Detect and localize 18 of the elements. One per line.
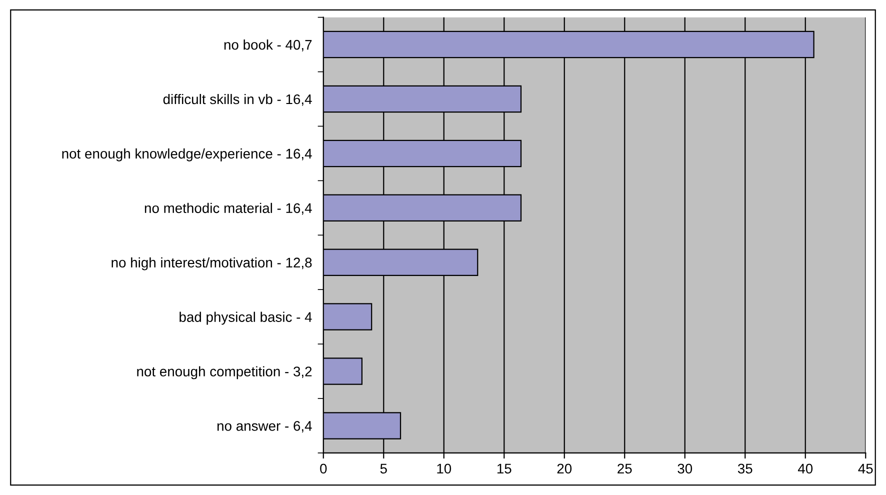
x-tick-label: 0	[320, 464, 327, 474]
x-tick-label: 15	[497, 464, 512, 474]
x-tick-label: 5	[380, 464, 387, 474]
y-tick-label: not enough knowledge/experience - 16,4	[62, 148, 312, 162]
y-tick-label: no book - 40,7	[224, 40, 312, 52]
x-tick-label: 20	[557, 464, 572, 474]
y-tick-label: not enough competition - 3,2	[137, 366, 312, 380]
y-tick-label: no answer - 6,4	[217, 421, 312, 433]
x-tick-label: 35	[738, 464, 752, 474]
x-tick-label: 45	[858, 464, 873, 474]
x-tick-label: 30	[678, 464, 692, 474]
x-tick-label: 25	[618, 464, 632, 474]
y-tick-label: difficult skills in vb - 16,4	[163, 94, 312, 106]
y-tick-label: bad physical basic - 4	[180, 312, 312, 325]
x-tick-label: 40	[798, 464, 813, 474]
x-tick-label: 10	[437, 464, 452, 474]
y-tick-label: no methodic material - 16,4	[144, 202, 312, 215]
y-tick-label: no high interest/motivation - 12,8	[112, 257, 312, 270]
